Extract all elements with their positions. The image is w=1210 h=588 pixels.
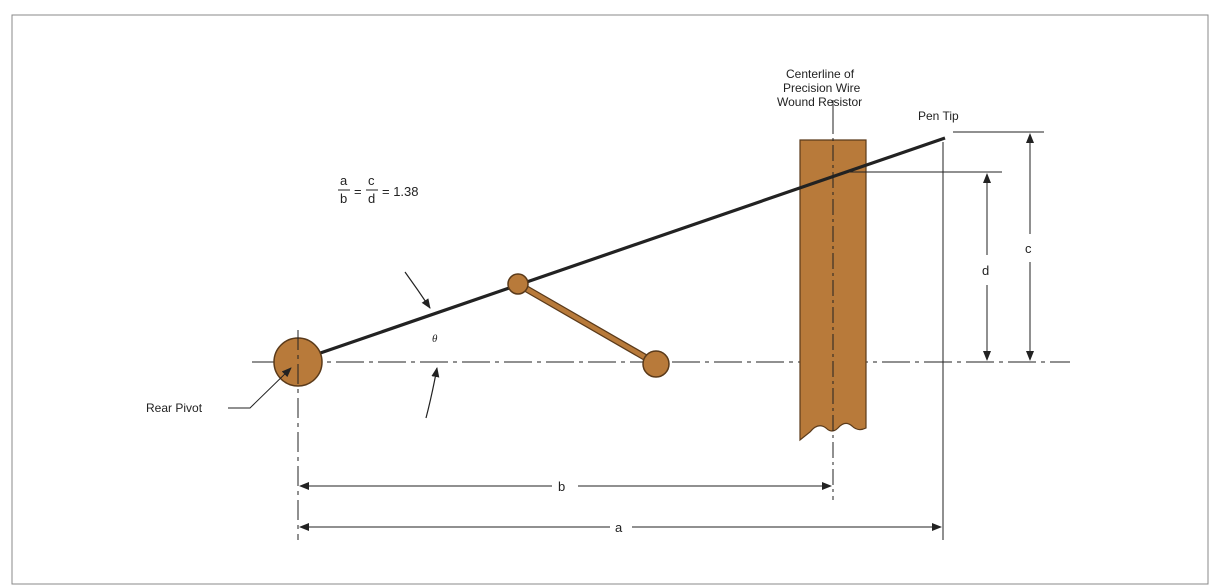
centerline-label-line3: Wound Resistor bbox=[777, 95, 862, 109]
theta-upper-arrow bbox=[404, 271, 431, 309]
link-upper-pivot bbox=[507, 273, 529, 295]
dimension-a-label: a bbox=[615, 520, 623, 535]
formula-c: c bbox=[368, 173, 375, 188]
formula-value: = 1.38 bbox=[382, 184, 419, 199]
theta-label: θ bbox=[432, 333, 438, 345]
link-arm-fill bbox=[515, 281, 658, 366]
ratio-formula: a b = c d = 1.38 bbox=[338, 173, 419, 206]
rear-pivot-leader bbox=[228, 367, 292, 409]
dimension-c-label: c bbox=[1025, 241, 1032, 256]
centerline-label: Centerline of Precision Wire Wound Resis… bbox=[777, 67, 862, 109]
rear-pivot-label: Rear Pivot bbox=[146, 401, 203, 415]
dimension-b-label: b bbox=[558, 479, 565, 494]
formula-d: d bbox=[368, 191, 375, 206]
formula-a: a bbox=[340, 173, 348, 188]
formula-equals-1: = bbox=[354, 184, 362, 199]
pen-arm bbox=[299, 136, 946, 362]
pen-tip-label: Pen Tip bbox=[918, 109, 959, 123]
centerline-label-line2: Precision Wire bbox=[783, 81, 861, 95]
link-lower-pivot bbox=[642, 350, 670, 378]
dimension-d-label: d bbox=[982, 263, 989, 278]
figure-frame bbox=[11, 14, 1209, 585]
formula-b: b bbox=[340, 191, 347, 206]
centerline-label-line1: Centerline of bbox=[786, 67, 855, 81]
theta-lower-arrow bbox=[425, 367, 440, 419]
